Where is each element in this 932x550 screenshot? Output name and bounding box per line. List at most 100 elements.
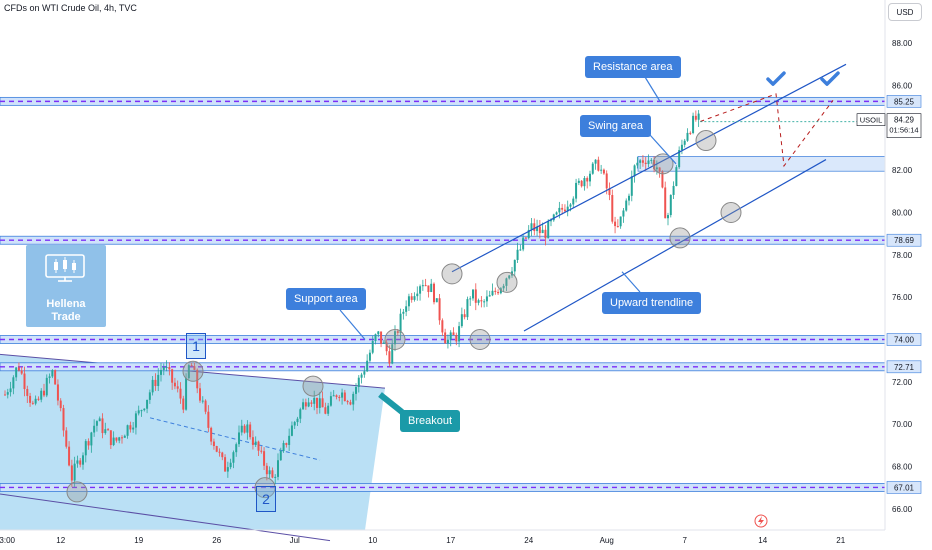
candle-body	[368, 352, 371, 361]
candle-body	[98, 418, 101, 422]
candle-body	[115, 437, 118, 441]
candle-body	[530, 223, 533, 230]
candle-body	[204, 400, 207, 412]
candle-body	[555, 212, 558, 215]
candle-body	[655, 167, 658, 170]
candle-body	[302, 402, 305, 410]
x-tick-label: 17	[446, 536, 455, 545]
candle-body	[95, 421, 98, 426]
candle-body	[190, 365, 193, 367]
candle-body	[282, 443, 285, 451]
bolt-icon	[758, 516, 764, 526]
y-tick-label: 82.00	[892, 166, 913, 175]
candle-body	[396, 331, 399, 333]
candle-body	[182, 398, 185, 410]
candle-body	[611, 195, 614, 222]
candle-body	[388, 351, 391, 364]
upward-trendline-label: Upward trendline	[602, 292, 702, 314]
y-tick-label: 80.00	[892, 209, 913, 218]
channel-lower-line	[523, 159, 827, 332]
y-tick-label: 72.00	[892, 378, 913, 387]
pivot-circle	[496, 271, 518, 293]
currency-button[interactable]: USD	[888, 3, 922, 21]
x-tick-label: 10	[368, 536, 377, 545]
candle-body	[123, 435, 126, 438]
candle-body	[405, 306, 408, 312]
pivot-circle	[441, 263, 463, 285]
candle-body	[544, 229, 547, 239]
level-tag	[886, 233, 922, 247]
candle-body	[616, 226, 619, 228]
price-axis	[885, 0, 932, 550]
candle-body	[527, 229, 530, 239]
candle-body	[463, 314, 466, 318]
x-tick-label: Jul	[290, 536, 300, 545]
y-tick-label: 78.00	[892, 251, 913, 260]
candle-body	[552, 214, 555, 221]
watermark-logo: Hellena Trade	[26, 245, 106, 327]
candle-body	[87, 441, 90, 446]
candle-body	[70, 465, 73, 481]
candle-body	[51, 370, 54, 377]
candle-body	[497, 291, 500, 294]
candle-body	[285, 443, 288, 445]
candle-body	[157, 374, 160, 387]
candle-body	[34, 398, 37, 404]
candle-body	[644, 162, 647, 165]
swing-area-box	[637, 156, 886, 172]
y-tick-label: 88.00	[892, 39, 913, 48]
candle-body	[686, 132, 689, 141]
candle-body	[327, 405, 330, 414]
candle-body	[109, 430, 112, 446]
candle-body	[185, 378, 188, 410]
candle-body	[678, 150, 681, 168]
candle-body	[251, 437, 254, 445]
candle-body	[6, 392, 9, 395]
x-tick-label: 7	[682, 536, 687, 545]
candle-body	[575, 182, 578, 199]
candle-body	[430, 283, 433, 293]
candle-body	[561, 207, 564, 210]
candle-body	[444, 332, 447, 344]
y-tick-label: 68.00	[892, 463, 913, 472]
projection-path	[700, 93, 834, 168]
candle-body	[335, 395, 338, 397]
y-tick-label: 86.00	[892, 82, 913, 91]
candle-body	[633, 165, 636, 177]
pivot-circle	[302, 375, 324, 397]
candle-body	[129, 425, 132, 430]
candle-body	[377, 331, 380, 335]
candle-body	[419, 286, 422, 294]
x-tick-label: 21	[836, 536, 845, 545]
candle-body	[614, 221, 617, 227]
candle-body	[118, 437, 121, 441]
candle-body	[658, 167, 661, 172]
candle-body	[380, 331, 383, 344]
candle-body	[427, 285, 430, 293]
candle-body	[121, 437, 123, 439]
candle-body	[151, 379, 154, 393]
candle-body	[597, 159, 600, 171]
candle-body	[466, 299, 469, 318]
candle-body	[647, 160, 650, 165]
candle-body	[519, 249, 522, 251]
breakout-pointer	[378, 392, 404, 415]
x-tick-label: 24	[524, 536, 533, 545]
candle-body	[435, 298, 438, 303]
candle-body	[580, 180, 583, 187]
candle-body	[433, 283, 435, 303]
candle-body	[664, 187, 667, 219]
candle-body	[277, 460, 279, 477]
candle-body	[65, 430, 68, 447]
candle-body	[90, 432, 93, 446]
candle-body	[522, 237, 525, 250]
x-tick-label: Aug	[600, 536, 614, 545]
candle-body	[249, 424, 252, 438]
candle-body	[68, 446, 71, 466]
candle-body	[591, 163, 594, 174]
candle-body	[469, 298, 472, 300]
x-tick-label: 14	[758, 536, 767, 545]
y-tick-label: 76.00	[892, 293, 913, 302]
level-tag	[886, 481, 922, 494]
